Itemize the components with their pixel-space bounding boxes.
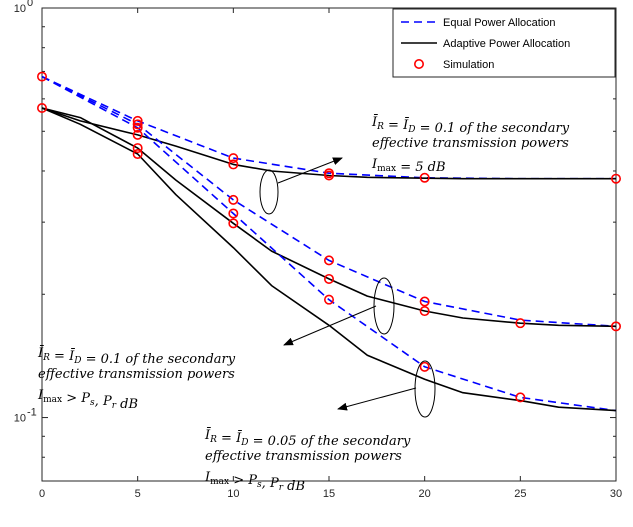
annotation-line: Imax > Ps, Pr dB <box>37 388 138 412</box>
legend-label: Adaptive Power Allocation <box>443 38 570 50</box>
y-tick-label: 10 <box>14 413 26 425</box>
legend: Equal Power Allocation Adaptive Power All… <box>392 8 616 78</box>
annotation-arrow <box>337 387 417 411</box>
y-tick-label: 10 <box>14 3 26 15</box>
y-tick-exponent: 0 <box>27 0 33 9</box>
legend-label: Equal Power Allocation <box>443 17 556 29</box>
simulation-point <box>419 172 430 183</box>
annotation-line: effective transmission powers <box>372 136 569 151</box>
annotation-line: Imax > Ps, Pr dB <box>204 470 305 494</box>
x-tick-label: 15 <box>323 488 335 500</box>
annotation-line: ĪR = ĪD = 0.1 of the secondary <box>37 345 236 367</box>
simulation-point <box>610 321 621 332</box>
annotation-arrows <box>277 157 417 411</box>
group-ellipse <box>373 277 395 335</box>
group-ellipse <box>259 169 279 215</box>
legend-label: Simulation <box>443 59 494 71</box>
annotation-arrow <box>283 305 377 346</box>
simulation-point <box>610 173 621 184</box>
simulation-point <box>36 102 47 113</box>
group-ellipses <box>259 169 436 418</box>
annotation-arrow <box>277 157 343 184</box>
annotations: ĪR = ĪD = 0.1 of the secondaryeffective … <box>37 114 570 494</box>
case1-adaptive-line <box>41 107 616 180</box>
y-tick-exponent: -1 <box>27 407 37 419</box>
annotation-line: ĪR = ĪD = 0.05 of the secondary <box>204 427 411 449</box>
simulation-point <box>515 392 526 403</box>
legend-swatch-marker <box>413 58 424 69</box>
simulation-markers <box>36 71 621 403</box>
simulation-point <box>228 194 239 205</box>
simulation-point <box>36 71 47 82</box>
simulation-point <box>132 143 143 154</box>
simulation-point <box>323 170 334 181</box>
case2-adaptive-line <box>41 107 617 328</box>
x-tick-label: 30 <box>610 488 622 500</box>
x-tick-label: 20 <box>419 488 431 500</box>
simulation-point <box>323 294 334 305</box>
simulation-point <box>228 159 239 170</box>
simulation-point <box>132 115 143 126</box>
simulation-point <box>419 306 430 317</box>
simulation-point <box>132 129 143 140</box>
simulation-point <box>228 208 239 219</box>
group-ellipse <box>414 360 436 418</box>
annotation-line: effective transmission powers <box>205 449 402 464</box>
x-tick-label: 0 <box>39 488 45 500</box>
simulation-point <box>132 122 143 133</box>
simulation-point <box>228 153 239 164</box>
simulation-point <box>323 255 334 266</box>
simulation-point <box>419 361 430 372</box>
x-tick-label: 10 <box>227 488 239 500</box>
case3-adaptive-line <box>41 107 617 412</box>
simulation-point <box>132 119 143 130</box>
annotation-line: Imax = 5 dB <box>371 157 446 175</box>
simulation-point <box>419 296 430 307</box>
annotation-line: ĪR = ĪD = 0.1 of the secondary <box>371 114 570 136</box>
x-tick-label: 25 <box>514 488 526 500</box>
annotation-line: effective transmission powers <box>38 367 235 382</box>
simulation-point <box>132 149 143 160</box>
x-tick-label: 5 <box>135 488 141 500</box>
simulation-point <box>515 318 526 329</box>
simulation-point <box>228 218 239 229</box>
simulation-point <box>323 273 334 284</box>
